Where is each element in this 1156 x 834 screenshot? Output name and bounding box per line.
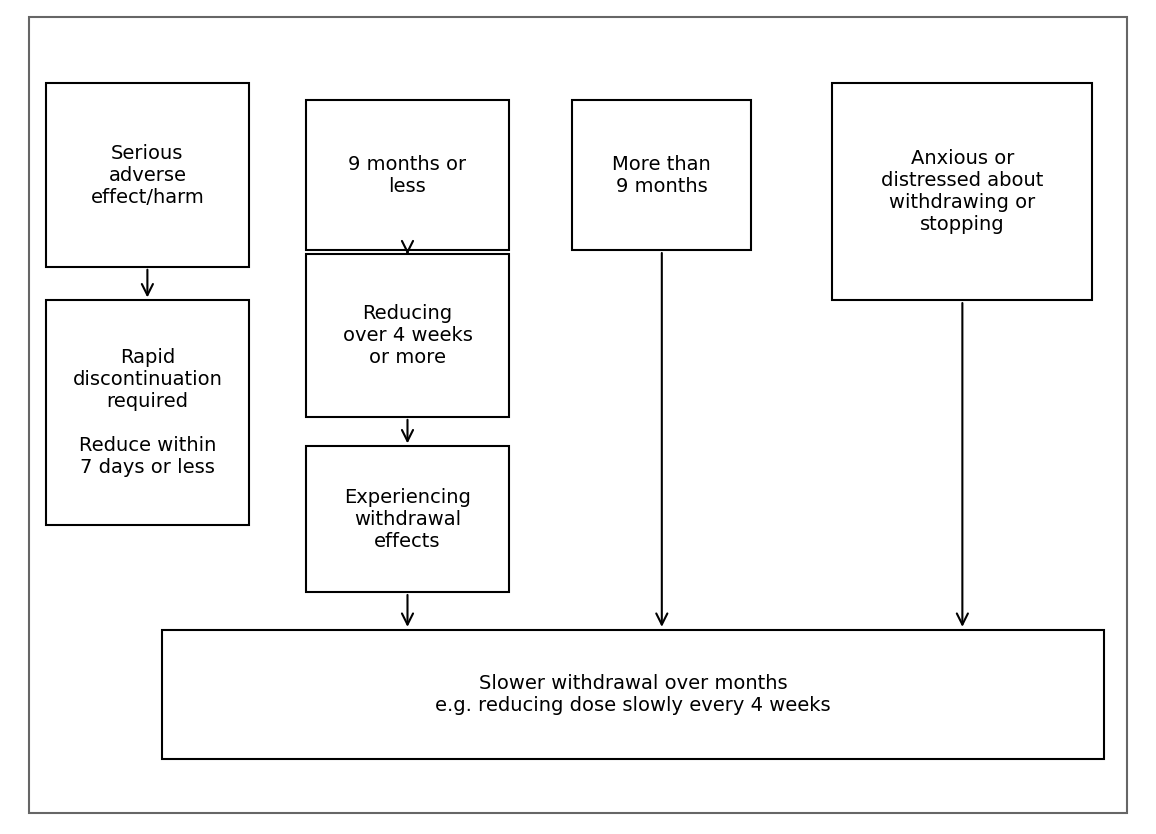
Text: Rapid
discontinuation
required

Reduce within
7 days or less: Rapid discontinuation required Reduce wi…	[73, 349, 222, 477]
Text: 9 months or
less: 9 months or less	[348, 154, 467, 196]
Bar	[162, 630, 1104, 759]
Text: Reducing
over 4 weeks
or more: Reducing over 4 weeks or more	[342, 304, 473, 367]
Text: Slower withdrawal over months
e.g. reducing dose slowly every 4 weeks: Slower withdrawal over months e.g. reduc…	[435, 674, 831, 715]
Bar	[306, 446, 509, 592]
Text: Serious
adverse
effect/harm: Serious adverse effect/harm	[90, 143, 205, 207]
Text: Experiencing
withdrawal
effects: Experiencing withdrawal effects	[344, 488, 470, 550]
Bar	[306, 100, 509, 250]
Bar	[306, 254, 509, 417]
Bar	[46, 300, 249, 525]
Text: Anxious or
distressed about
withdrawing or
stopping: Anxious or distressed about withdrawing …	[881, 149, 1044, 234]
Bar	[832, 83, 1092, 300]
Text: More than
9 months: More than 9 months	[613, 154, 711, 196]
Bar	[572, 100, 751, 250]
Bar	[46, 83, 249, 267]
